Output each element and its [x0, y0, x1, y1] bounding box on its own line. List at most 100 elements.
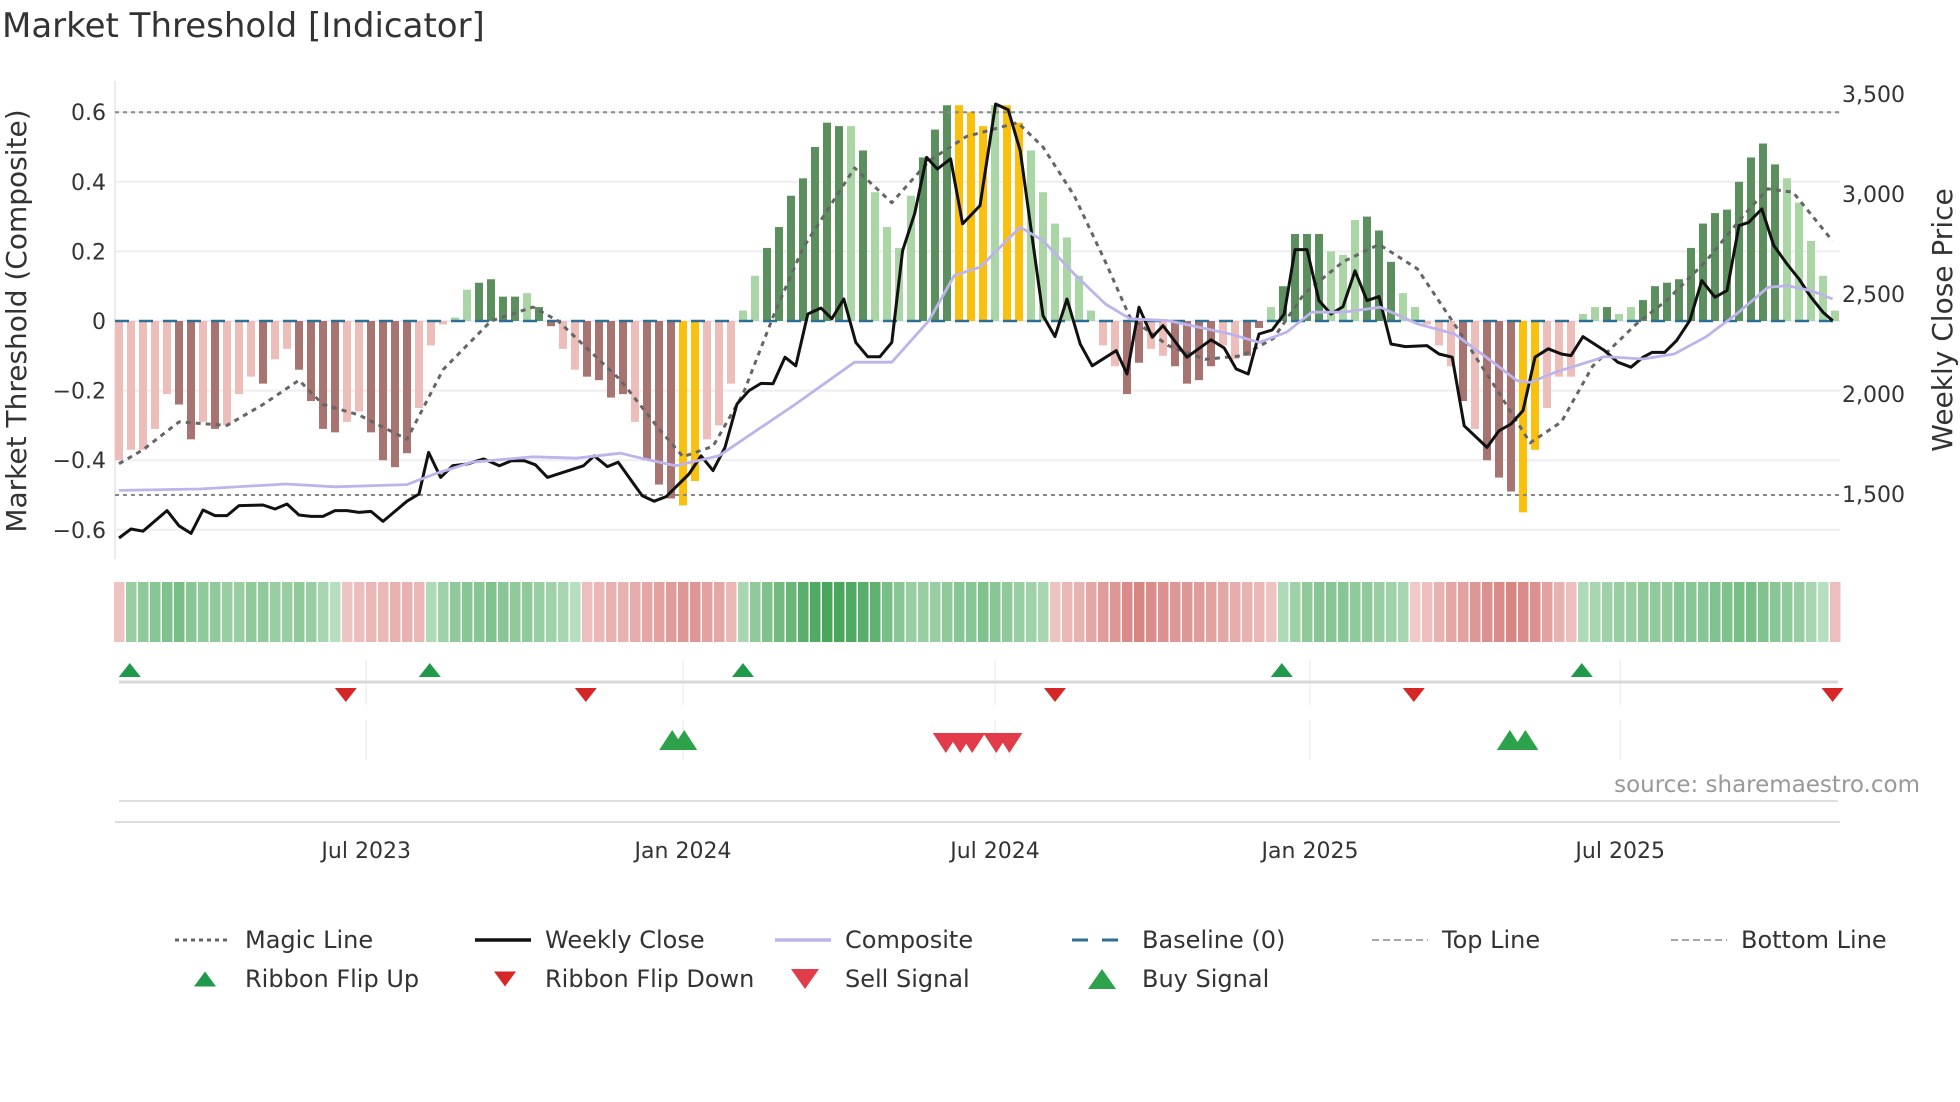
- composite-bar: [787, 195, 795, 321]
- ribbon-cell: [1038, 582, 1049, 642]
- composite-bar: [1135, 321, 1143, 363]
- ribbon-cell: [1482, 582, 1493, 642]
- ribbon-cell: [1170, 582, 1181, 642]
- composite-bar: [1711, 213, 1719, 321]
- composite-bar: [823, 122, 831, 321]
- composite-bar: [235, 321, 243, 395]
- ribbon-cell: [162, 582, 173, 642]
- ribbon-cell: [1350, 582, 1361, 642]
- x-tick-label: Jan 2025: [1260, 839, 1359, 864]
- legend-item: Weekly Close: [475, 926, 705, 954]
- ribbon-cell: [978, 582, 989, 642]
- ribbon-cell: [1314, 582, 1325, 642]
- buy-signal-marker: [671, 730, 698, 750]
- ribbon-cell: [1374, 582, 1385, 642]
- legend-label: Baseline (0): [1142, 926, 1285, 954]
- ribbon-cell: [198, 582, 209, 642]
- composite-bar: [391, 321, 399, 468]
- composite-bar: [127, 321, 135, 450]
- ribbon-cell: [1782, 582, 1793, 642]
- right-tick-label: 2,500: [1842, 283, 1905, 308]
- composite-bar: [1003, 105, 1011, 322]
- composite-bar: [271, 321, 279, 360]
- ribbon-flip-up-marker: [732, 663, 754, 677]
- source-credit: source: sharemaestro.com: [1614, 772, 1920, 798]
- composite-bar: [187, 321, 195, 440]
- ribbon-cell: [534, 582, 545, 642]
- composite-bar: [1495, 321, 1503, 478]
- composite-bar: [355, 321, 363, 412]
- composite-bar: [1363, 216, 1371, 321]
- series-lines: [118, 102, 1834, 540]
- ribbon-cell: [1110, 582, 1121, 642]
- ribbon-cell: [270, 582, 281, 642]
- ribbon-cell: [582, 582, 593, 642]
- ribbon-cell: [174, 582, 185, 642]
- ribbon-cell: [210, 582, 221, 642]
- legend-item: Ribbon Flip Down: [494, 965, 754, 993]
- ribbon-cell: [1098, 582, 1109, 642]
- ribbon-cell: [1290, 582, 1301, 642]
- ribbon-cell: [1734, 582, 1745, 642]
- legend-item: Baseline (0): [1072, 926, 1285, 954]
- composite-bar: [1411, 307, 1419, 321]
- right-tick-label: 1,500: [1842, 483, 1905, 508]
- legend-marker: [791, 969, 819, 989]
- left-tick-label: −0.2: [53, 380, 106, 405]
- legend-marker: [194, 971, 216, 987]
- ribbon-cell: [1830, 582, 1841, 642]
- composite-bar: [1051, 223, 1059, 321]
- composite-bar: [1723, 209, 1731, 321]
- composite-bar: [331, 321, 339, 433]
- ribbon-cell: [774, 582, 785, 642]
- ribbon-flip-up-marker: [1570, 663, 1593, 677]
- ribbon-cell: [654, 582, 665, 642]
- composite-bar: [379, 321, 387, 461]
- ribbon-cell: [798, 582, 809, 642]
- composite-bar: [247, 321, 255, 377]
- composite-bar: [727, 321, 735, 384]
- composite-bar: [763, 247, 771, 321]
- ribbon-cell: [1626, 582, 1637, 642]
- composite-bar: [499, 296, 507, 321]
- composite-bar: [847, 126, 855, 322]
- ribbon-cell: [678, 582, 689, 642]
- composite-bar: [307, 321, 315, 402]
- x-tick-label: Jul 2023: [319, 839, 411, 864]
- right-tick-label: 3,000: [1842, 183, 1905, 208]
- composite-bar: [883, 227, 891, 321]
- composite-bar: [607, 321, 615, 398]
- sell-signal-marker: [996, 733, 1023, 753]
- ribbon-cell: [1386, 582, 1397, 642]
- composite-bar: [955, 105, 963, 322]
- ribbon-cell: [630, 582, 641, 642]
- composite-bar: [163, 321, 171, 395]
- ribbon-cell: [1458, 582, 1469, 642]
- ribbon-cell: [1422, 582, 1433, 642]
- composite-bar: [811, 147, 819, 321]
- ribbon-cell: [822, 582, 833, 642]
- ribbon-cell: [1698, 582, 1709, 642]
- legend-label: Composite: [845, 926, 973, 954]
- composite-bar: [463, 289, 471, 321]
- composite-bar: [1399, 293, 1407, 321]
- composite-bar: [1123, 321, 1131, 395]
- ribbon-cell: [474, 582, 485, 642]
- ribbon-cell: [390, 582, 401, 642]
- ribbon-cell: [1302, 582, 1313, 642]
- ribbon-cell: [1494, 582, 1505, 642]
- ribbon-cell: [378, 582, 389, 642]
- composite-bar: [259, 321, 267, 384]
- ribbon-cell: [1218, 582, 1229, 642]
- ribbon-cell: [126, 582, 137, 642]
- ribbon-cell: [318, 582, 329, 642]
- ribbon-cell: [570, 582, 581, 642]
- ribbon-cell: [1590, 582, 1601, 642]
- composite-bar: [679, 321, 687, 506]
- ribbon-cell: [1206, 582, 1217, 642]
- composite-bar: [1687, 247, 1695, 321]
- composite-bar: [1771, 164, 1779, 321]
- left-axis-label: Market Threshold (Composite): [0, 109, 33, 532]
- composite-bar: [547, 321, 555, 327]
